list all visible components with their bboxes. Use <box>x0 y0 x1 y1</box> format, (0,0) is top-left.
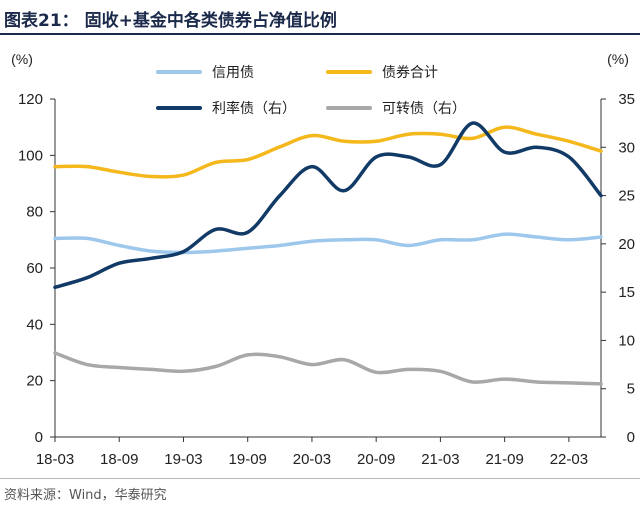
y-right-tick-label: 0 <box>627 429 635 446</box>
legend-label-1: 信用债 <box>212 65 254 81</box>
y-left-tick-label: 120 <box>18 91 43 108</box>
series-line-2 <box>53 125 603 179</box>
series-line-1 <box>53 232 603 255</box>
legend-label-2: 债券合计 <box>382 65 438 81</box>
source-divider <box>0 478 640 479</box>
x-tick-label: 22-03 <box>550 451 588 468</box>
y-left-tick-label: 80 <box>26 204 43 221</box>
x-tick-label: 19-03 <box>164 451 202 468</box>
x-tick-label: 21-03 <box>421 451 459 468</box>
y-right-tick-label: 5 <box>627 381 635 398</box>
legend-label-4: 可转债（右） <box>382 101 466 117</box>
y-left-tick-label: 100 <box>18 147 43 164</box>
x-tick-label: 21-09 <box>485 451 523 468</box>
y-right-tick-label: 15 <box>618 284 635 301</box>
series-line-4 <box>53 351 603 386</box>
x-tick-label: 18-09 <box>100 451 138 468</box>
source-note: 资料来源：Wind，华泰研究 <box>4 488 167 503</box>
y-right-tick-label: 35 <box>618 91 635 108</box>
y-left-tick-label: 0 <box>35 429 43 446</box>
title-bar: 图表21： 固收+基金中各类债券占净值比例 <box>0 0 640 35</box>
title-divider <box>0 33 640 35</box>
y-left-tick-label: 60 <box>26 260 43 277</box>
chart-canvas: (%) (%) 0 20 40 60 80 100 120 0 5 10 15 20 25 30 35 18-03… <box>11 51 635 468</box>
chart-title: 图表21： 固收+基金中各类债券占净值比例 <box>4 11 337 31</box>
y-right-tick-label: 30 <box>618 139 635 156</box>
y-right-unit: (%) <box>607 51 629 67</box>
y-left-tick-label: 20 <box>26 373 43 390</box>
x-tick-label: 18-03 <box>36 451 74 468</box>
y-left-tick-label: 40 <box>26 316 43 333</box>
x-tick-label: 20-03 <box>293 451 331 468</box>
legend-label-3: 利率债（右） <box>212 100 296 117</box>
series-line-3 <box>53 121 603 290</box>
y-right-tick-label: 20 <box>618 236 635 253</box>
y-left-unit: (%) <box>11 51 33 67</box>
y-right-tick-label: 10 <box>618 332 635 349</box>
y-right-tick-label: 25 <box>618 188 635 205</box>
x-tick-label: 20-09 <box>357 451 395 468</box>
x-tick-label: 19-09 <box>229 451 267 468</box>
